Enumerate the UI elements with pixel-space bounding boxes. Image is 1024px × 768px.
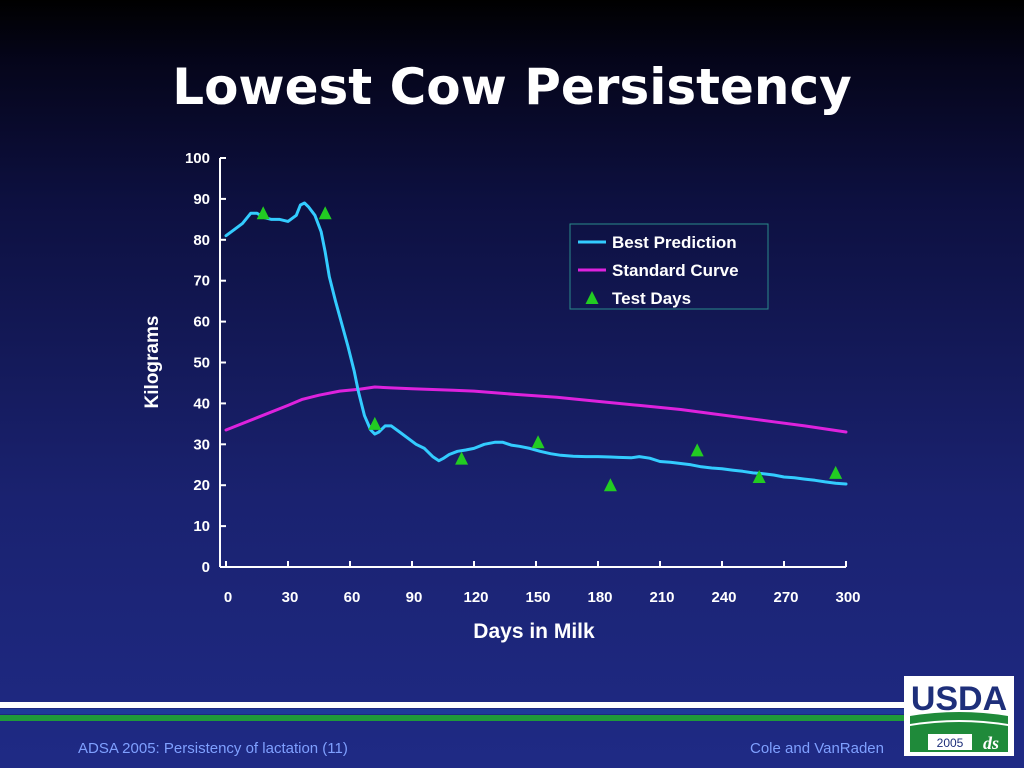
persistency-chart: 0 10 20 30 40 50 60 70 80 90 100 0 30 60 90 120 150 180 2… (142, 150, 861, 643)
slide-title: Lowest Cow Persistency (172, 58, 852, 116)
x-tick-label: 120 (463, 589, 488, 606)
x-tick-label: 90 (406, 589, 423, 606)
y-tick-label: 70 (193, 273, 210, 290)
legend-entry-label: Standard Curve (612, 261, 739, 280)
usda-logo-text: USDA (911, 680, 1007, 718)
y-tick-label: 50 (193, 355, 210, 372)
legend-box (569, 223, 769, 310)
legend-entry-label: Test Days (612, 289, 691, 308)
usda-logo: USDA 2005 ds (904, 676, 1014, 756)
y-tick-label: 60 (193, 314, 210, 331)
footer-authors: Cole and VanRaden (750, 740, 884, 757)
y-tick-label: 20 (193, 477, 210, 494)
x-tick-label: 30 (282, 589, 299, 606)
dairy-science-mark-icon: ds (983, 733, 999, 753)
test-day-marker (531, 435, 545, 449)
test-day-marker (368, 416, 382, 430)
test-day-marker (690, 443, 704, 457)
x-axis-label: Days in Milk (473, 620, 595, 643)
x-tick-label: 180 (587, 589, 612, 606)
y-tick-label: 0 (202, 559, 210, 576)
legend-entry-label: Best Prediction (612, 233, 737, 252)
footer-rule-green (0, 715, 905, 721)
test-day-marker (455, 451, 469, 465)
best-prediction-line (224, 201, 848, 486)
y-tick-label: 40 (193, 395, 210, 412)
x-tick-label: 270 (773, 589, 798, 606)
x-tick-label: 240 (711, 589, 736, 606)
x-tick-label: 0 (224, 589, 232, 606)
test-day-marker (603, 478, 617, 492)
x-axis: 0 30 60 90 120 150 180 210 240 270 300 (220, 561, 861, 606)
legend-swatch (585, 291, 599, 304)
x-tick-label: 300 (835, 589, 860, 606)
y-axis-label: Kilograms (142, 316, 163, 409)
test-day-marker (752, 470, 766, 484)
test-day-marker (318, 206, 332, 220)
x-tick-label: 210 (649, 589, 674, 606)
test-day-marker (256, 206, 270, 220)
y-axis: 0 10 20 30 40 50 60 70 80 90 100 (185, 150, 226, 576)
usda-logo-field-top-icon (910, 712, 1008, 724)
test-day-marker (829, 465, 843, 479)
series-layer (224, 201, 848, 492)
y-tick-label: 30 (193, 436, 210, 453)
y-tick-label: 90 (193, 191, 210, 208)
footer-presentation-info: ADSA 2005: Persistency of lactation (11) (78, 740, 348, 757)
y-tick-label: 10 (193, 518, 210, 535)
legend: Best Prediction Standard Curve Test Days (569, 223, 769, 310)
standard-curve-line (224, 385, 848, 434)
x-tick-label: 60 (344, 589, 361, 606)
y-tick-label: 100 (185, 150, 210, 167)
footer-rule-blue (0, 709, 905, 714)
footer-rule-white (0, 702, 905, 708)
y-tick-label: 80 (193, 232, 210, 249)
x-tick-label: 150 (525, 589, 550, 606)
usda-logo-year: 2005 (937, 736, 964, 750)
